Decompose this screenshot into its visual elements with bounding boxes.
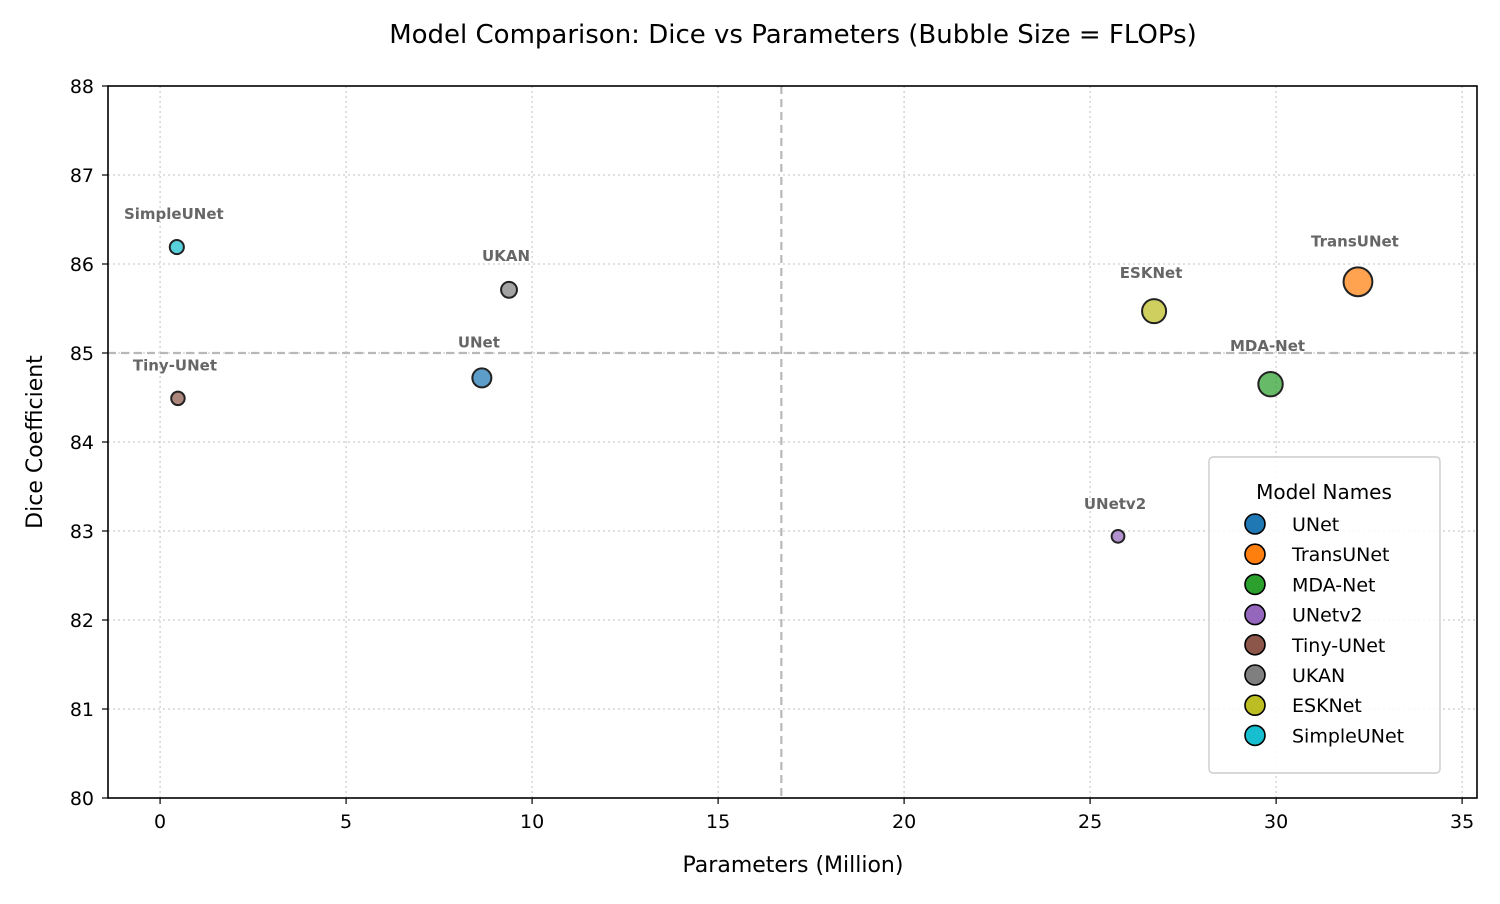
y-tick-label: 82 [70,610,94,632]
legend-marker [1244,603,1266,626]
bubble-point [168,239,185,256]
legend-entry-label: ESKNet [1292,695,1362,717]
legend-entry-label: UNet [1292,514,1339,536]
x-tick-label: 30 [1264,811,1288,833]
x-axis-label: Parameters (Million) [683,853,904,878]
x-tick-label: 10 [520,811,544,833]
x-tick-label: 5 [340,811,352,833]
bubble-point [170,390,186,407]
axis-ticks: 0 5 10 15 20 25 30 35 80 81 82 83 84 85 86 87 88 [70,76,1474,833]
point-label: TransUNet [1311,232,1399,250]
y-tick-label: 81 [70,699,94,721]
x-tick-label: 25 [1078,811,1102,833]
chart-title: Model Comparison: Dice vs Parameters (Bu… [389,20,1197,50]
y-tick-label: 80 [70,788,94,810]
legend-marker [1244,724,1266,747]
legend-marker [1244,664,1266,686]
point-label: UKAN [482,247,530,265]
legend-entry-label: TransUNet [1291,544,1389,566]
x-tick-label: 0 [154,811,166,833]
y-tick-label: 84 [70,432,94,454]
bubble-point [471,367,493,389]
legend-title: Model Names [1256,480,1392,504]
bubble-point [1257,370,1284,398]
point-labels: UNet TransUNet MDA-Net UNetv2 Tiny-UNet UKAN E… [124,205,1399,513]
x-tick-label: 35 [1450,811,1474,833]
y-tick-label: 88 [70,76,94,98]
point-label: MDA-Net [1230,337,1305,355]
legend-entry-label: UNetv2 [1292,605,1363,627]
legend: Model Names UNet TransUNet MDA-Net UNetv2 Ti… [1208,456,1441,774]
y-tick-label: 87 [70,165,94,187]
bubble-point [1141,298,1168,325]
y-tick-label: 83 [70,521,94,543]
point-label: UNet [458,333,500,351]
legend-entry-label: UKAN [1292,665,1345,687]
x-tick-label: 20 [892,811,916,833]
point-label: UNetv2 [1084,495,1146,513]
plot-area-frame [107,85,1478,799]
reference-lines [108,86,1477,798]
legend-marker [1244,694,1266,717]
legend-marker [1244,543,1266,566]
bubble-point [500,280,518,299]
legend-entry-label: MDA-Net [1292,574,1375,596]
legend-marker [1244,513,1266,535]
y-tick-label: 85 [70,343,94,365]
legend-marker [1244,573,1266,596]
y-axis-label: Dice Coefficient [23,355,48,529]
legend-entry-label: SimpleUNet [1292,725,1404,747]
point-label: Tiny-UNet [133,357,217,375]
legend-entry-label: Tiny-UNet [1291,635,1385,657]
bubble-point [1110,528,1126,544]
legend-box [1208,456,1441,774]
y-tick-label: 86 [70,254,94,276]
point-label: SimpleUNet [124,205,224,223]
legend-marker [1244,633,1266,656]
data-points [168,239,1374,544]
x-tick-label: 15 [706,811,730,833]
bubble-point [1342,266,1374,298]
point-label: ESKNet [1120,264,1183,282]
